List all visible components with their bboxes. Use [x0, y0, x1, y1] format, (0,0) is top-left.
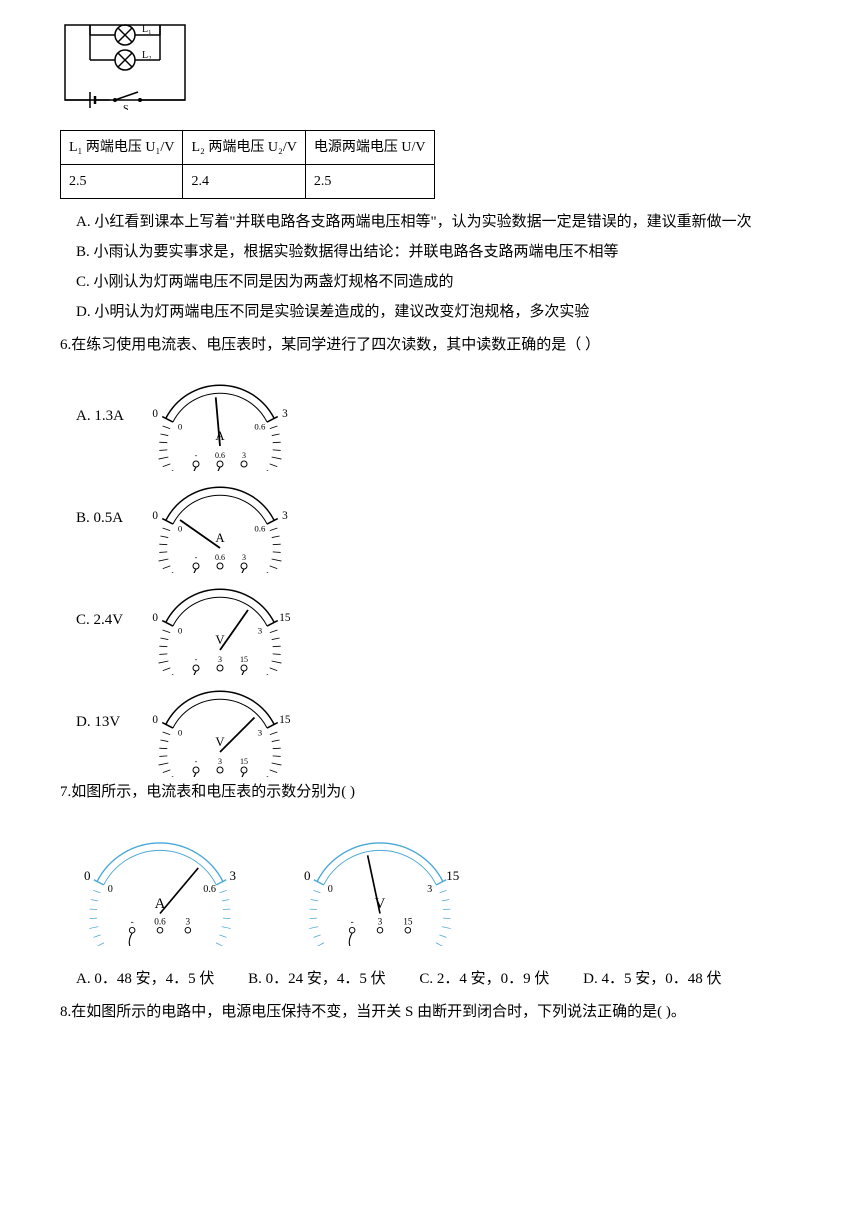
table-header: L₁ 两端电压 U₁/V — [61, 131, 183, 165]
q5-option-a: A. 小红看到课本上写着"并联电路各支路两端电压相等"，认为实验数据一定是错误的… — [60, 209, 800, 236]
svg-text:0: 0 — [328, 884, 333, 895]
svg-text:-: - — [131, 918, 134, 928]
svg-text:0: 0 — [108, 884, 113, 895]
svg-text:3: 3 — [258, 728, 263, 738]
svg-text:3: 3 — [282, 510, 288, 522]
svg-text:15: 15 — [403, 918, 413, 928]
svg-text:3: 3 — [258, 626, 263, 636]
svg-text:0.6: 0.6 — [215, 451, 225, 460]
q5-option-c: C. 小刚认为灯两端电压不同是因为两盏灯规格不同造成的 — [60, 269, 800, 296]
svg-text:0: 0 — [304, 868, 311, 883]
circuit-diagram: L₁ L₂ S — [60, 20, 190, 110]
meter: 0510150123V-315 — [140, 575, 300, 675]
table-cell: 2.5 — [61, 165, 183, 199]
svg-text:0: 0 — [178, 728, 183, 738]
svg-text:0: 0 — [152, 510, 158, 522]
svg-text:-: - — [195, 655, 198, 664]
q6-option-row: C. 2.4V0510150123V-315 — [60, 575, 800, 665]
svg-text:0.6: 0.6 — [254, 524, 266, 534]
q5-option-b: B. 小雨认为要实事求是，根据实验数据得出结论：并联电路各支路两端电压不相等 — [60, 239, 800, 266]
svg-text:3: 3 — [427, 884, 432, 895]
svg-text:0: 0 — [152, 714, 158, 726]
svg-text:0.6: 0.6 — [215, 553, 225, 562]
q7-options: A. 0．48 安，4．5 伏 B. 0．24 安，4．5 伏 C. 2．4 安… — [60, 966, 800, 993]
svg-text:A: A — [215, 531, 225, 545]
label-l1: L₁ — [142, 24, 152, 35]
svg-text:0: 0 — [152, 612, 158, 624]
svg-text:15: 15 — [446, 868, 459, 883]
svg-text:-: - — [195, 757, 198, 766]
meter: 012300.20.40.6A-0.63 — [60, 816, 260, 946]
table-header: L₂ 两端电压 U₂/V — [183, 131, 305, 165]
svg-text:-: - — [195, 451, 198, 460]
svg-text:3: 3 — [282, 408, 288, 420]
svg-text:15: 15 — [279, 714, 291, 726]
meter: 0510150123V-315 — [140, 677, 300, 777]
svg-text:15: 15 — [240, 655, 248, 664]
q6-option-row: D. 13V0510150123V-315 — [60, 677, 800, 767]
table-header: 电源两端电压 U/V — [305, 131, 434, 165]
q5-option-d: D. 小明认为灯两端电压不同是实验误差造成的，建议改变灯泡规格，多次实验 — [60, 299, 800, 326]
svg-text:3: 3 — [218, 757, 222, 766]
table-header-row: L₁ 两端电压 U₁/V L₂ 两端电压 U₂/V 电源两端电压 U/V — [61, 131, 435, 165]
meter: 012300.20.40.6A-0.63 — [140, 371, 300, 471]
label-l2: L₂ — [142, 50, 152, 61]
q7-text: 7.如图所示，电流表和电压表的示数分别为( ) — [60, 779, 800, 806]
q6-option-label: A. 1.3A — [60, 403, 140, 430]
svg-text:0: 0 — [178, 524, 183, 534]
table-cell: 2.5 — [305, 165, 434, 199]
svg-text:3: 3 — [242, 553, 246, 562]
q8-text: 8.在如图所示的电路中，电源电压保持不变，当开关 S 由断开到闭合时，下列说法正… — [60, 999, 800, 1026]
svg-text:-: - — [351, 918, 354, 928]
q7-option-a: A. 0．48 安，4．5 伏 — [76, 971, 214, 987]
label-s: S — [123, 104, 129, 110]
q6-option-row: B. 0.5A012300.20.40.6A-0.63 — [60, 473, 800, 563]
svg-text:3: 3 — [242, 451, 246, 460]
svg-text:15: 15 — [279, 612, 291, 624]
svg-text:15: 15 — [240, 757, 248, 766]
meter: 0510150123V-315 — [280, 816, 480, 946]
q6-option-label: B. 0.5A — [60, 505, 140, 532]
svg-text:0.6: 0.6 — [203, 884, 216, 895]
q6-option-label: C. 2.4V — [60, 607, 140, 634]
svg-text:0.6: 0.6 — [154, 918, 166, 928]
q7-meters: 012300.20.40.6A-0.63 0510150123V-315 — [60, 816, 800, 956]
q6-text: 6.在练习使用电流表、电压表时，某同学进行了四次读数，其中读数正确的是（ ） — [60, 332, 800, 359]
table-data-row: 2.5 2.4 2.5 — [61, 165, 435, 199]
meter: 012300.20.40.6A-0.63 — [140, 473, 300, 573]
q6-option-label: D. 13V — [60, 709, 140, 736]
svg-text:0: 0 — [152, 408, 158, 420]
svg-text:-: - — [195, 553, 198, 562]
q7-option-b: B. 0．24 安，4．5 伏 — [248, 971, 386, 987]
svg-text:3: 3 — [230, 868, 237, 883]
svg-text:0: 0 — [178, 626, 183, 636]
svg-text:3: 3 — [218, 655, 222, 664]
svg-text:0: 0 — [84, 868, 91, 883]
svg-text:0: 0 — [178, 422, 183, 432]
q7-option-c: C. 2．4 安，0．9 伏 — [419, 971, 549, 987]
svg-text:0.6: 0.6 — [254, 422, 266, 432]
svg-text:3: 3 — [378, 918, 383, 928]
table-cell: 2.4 — [183, 165, 305, 199]
q6-option-row: A. 1.3A012300.20.40.6A-0.63 — [60, 371, 800, 461]
q7-option-d: D. 4．5 安，0．48 伏 — [583, 971, 721, 987]
svg-text:3: 3 — [186, 918, 191, 928]
voltage-table: L₁ 两端电压 U₁/V L₂ 两端电压 U₂/V 电源两端电压 U/V 2.5… — [60, 130, 435, 199]
